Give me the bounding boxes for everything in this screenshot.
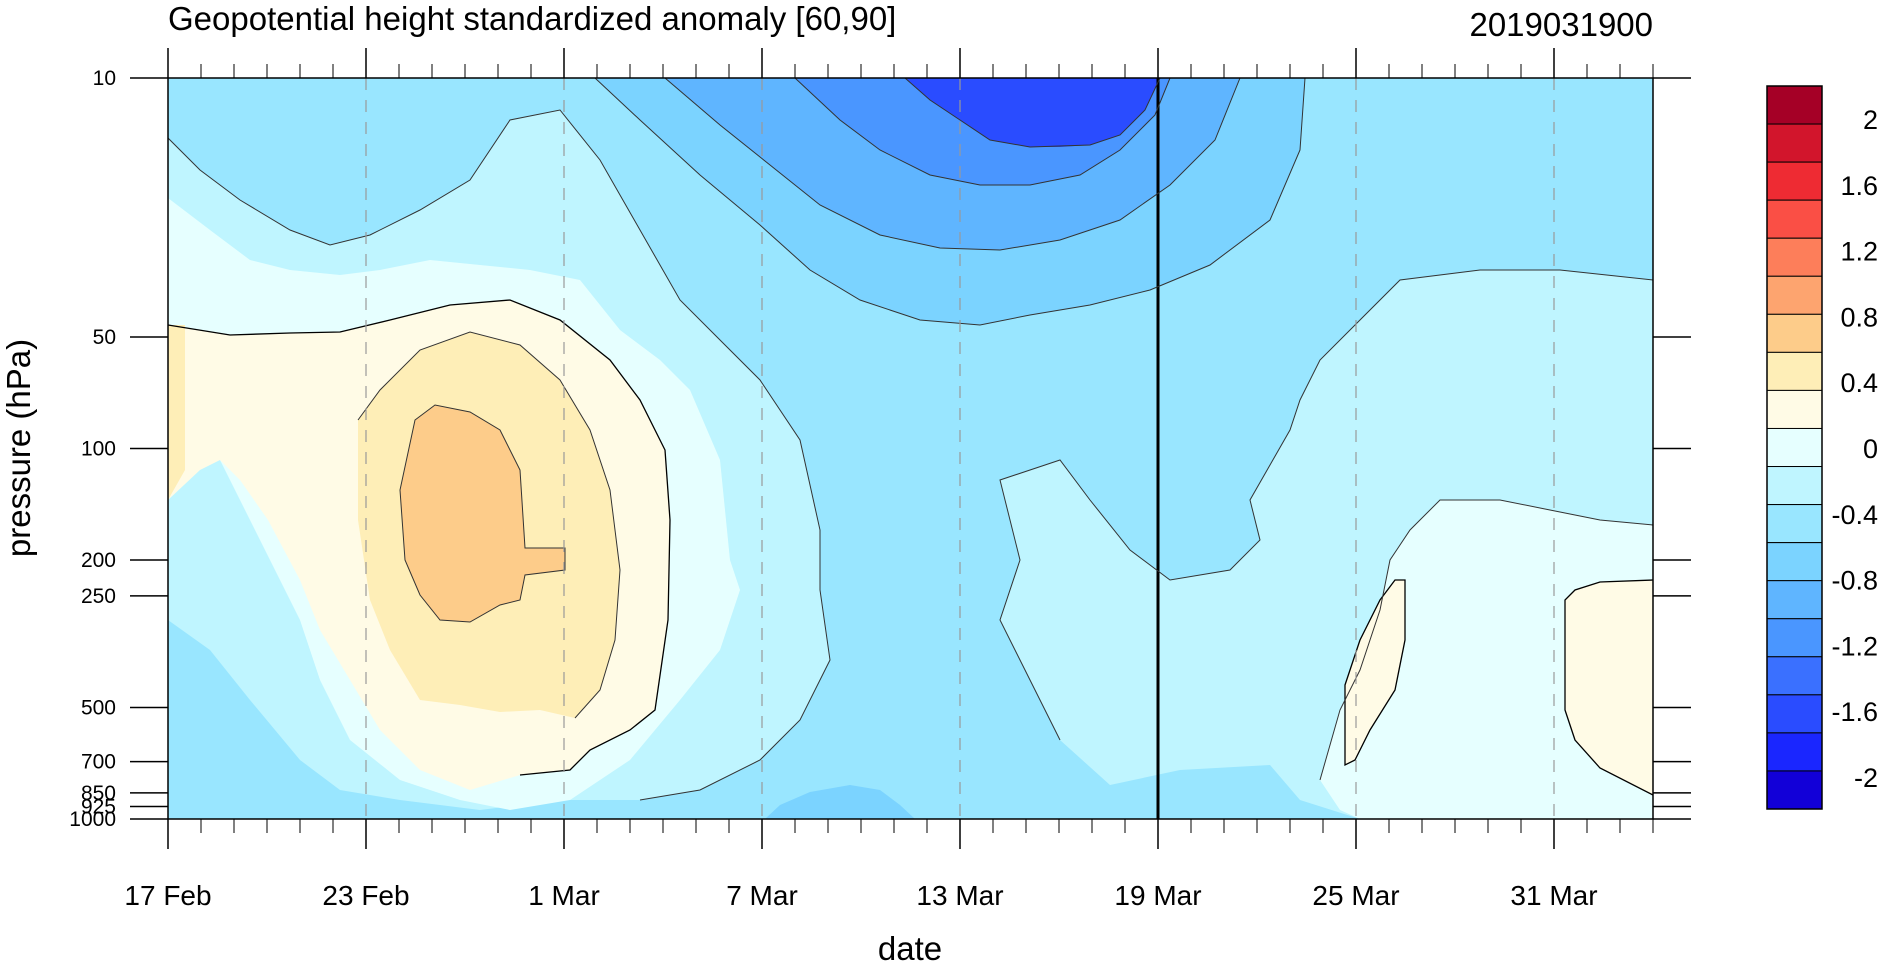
chart-title: Geopotential height standardized anomaly… [168, 0, 896, 37]
colorbar-swatch [1766, 313, 1823, 353]
colorbar-swatch [1766, 618, 1823, 658]
contour-line-10 [1564, 579, 1653, 796]
contour-lines [168, 78, 1653, 801]
colorbar-swatch [1766, 389, 1823, 429]
contour-line-11 [1319, 499, 1653, 781]
colorbar-swatch [1766, 275, 1823, 315]
colorbar: 2 1.6 1.2 0.8 0.4 0 -0.4 -0.8 -1.2 -1.6 -2 [1766, 85, 1878, 810]
contour-line-3 [664, 78, 1241, 251]
contour-line-2 [594, 78, 1306, 326]
x-tick-label: 7 Mar [726, 880, 798, 911]
region-plus02-right-b [1565, 580, 1653, 795]
colorbar-label: -1.2 [1831, 631, 1878, 661]
colorbar-swatch [1766, 580, 1823, 620]
x-tick-label: 23 Feb [322, 880, 409, 911]
x-tick-label: 25 Mar [1312, 880, 1399, 911]
colorbar-swatch [1766, 123, 1823, 163]
colorbar-swatch [1766, 770, 1823, 810]
date-gridlines [365, 78, 1555, 819]
y-axis-label: pressure (hPa) [0, 339, 37, 557]
colorbar-swatch [1766, 542, 1823, 582]
x-tick-label: 31 Mar [1510, 880, 1597, 911]
y-tick-label: 100 [81, 438, 116, 461]
x-tick-label: 19 Mar [1114, 880, 1201, 911]
y-tick-label: 10 [93, 67, 116, 90]
region-minus14 [905, 78, 1160, 147]
y-tick-label: 200 [81, 549, 116, 572]
colorbar-swatch [1766, 466, 1823, 506]
colorbar-label: -2 [1854, 763, 1878, 793]
y-tick-label: 50 [93, 326, 116, 349]
colorbar-label: -1.6 [1831, 697, 1878, 727]
y-tick-label: 925 [81, 795, 116, 818]
colorbar-label: 0.8 [1840, 302, 1878, 332]
colorbar-swatch [1766, 656, 1823, 696]
colorbar-label: 0.4 [1840, 368, 1878, 398]
region-plus04 [400, 405, 565, 622]
contour-line-5 [904, 78, 1161, 148]
colorbar-swatch [1766, 694, 1823, 734]
colorbar-swatch [1766, 504, 1823, 544]
colorbar-label: 1.2 [1840, 237, 1878, 267]
region-plus02 [168, 325, 620, 718]
y-tick-label: 850 [81, 782, 116, 805]
colorbar-label: 0 [1863, 434, 1878, 464]
colorbar-frame [1766, 85, 1823, 810]
y-tick-label: 500 [81, 696, 116, 719]
colorbar-label: 2 [1863, 105, 1878, 135]
colorbar-swatch [1766, 161, 1823, 201]
contour-line-1 [168, 109, 831, 801]
colorbar-swatch [1766, 237, 1823, 277]
region-plus02-right-a [1345, 580, 1405, 765]
colorbar-swatch [1766, 199, 1823, 239]
y-tick-label: 250 [81, 585, 116, 608]
contour-line-8 [399, 404, 566, 623]
colorbar-swatch [1766, 427, 1823, 468]
colorbar-label: -0.8 [1831, 566, 1878, 596]
contour-fills [168, 78, 1653, 819]
x-axis-label: date [878, 930, 942, 963]
contour-line-12 [999, 269, 1653, 741]
region-minus08-bottom [765, 785, 915, 819]
x-tick-label: 17 Feb [124, 880, 211, 911]
contour-line-9 [1344, 579, 1406, 767]
colorbar-label: 1.6 [1840, 171, 1878, 201]
date-stamp: 2019031900 [1469, 6, 1653, 43]
x-tick-label: 1 Mar [528, 880, 600, 911]
contour-line-6 [168, 299, 671, 776]
colorbar-swatch [1766, 351, 1823, 391]
y-tick-label: 1000 [69, 808, 116, 831]
contour-line-7 [357, 331, 621, 719]
y-tick-label: 700 [81, 751, 116, 774]
contour-line-4 [794, 78, 1171, 186]
colorbar-label: -0.4 [1831, 500, 1878, 530]
x-tick-label: 13 Mar [916, 880, 1003, 911]
x-axis: 17 Feb 23 Feb 1 Mar 7 Mar 13 Mar 19 Mar 25 Mar… [124, 48, 1654, 911]
colorbar-swatch [1766, 85, 1823, 125]
colorbar-swatch [1766, 732, 1823, 772]
